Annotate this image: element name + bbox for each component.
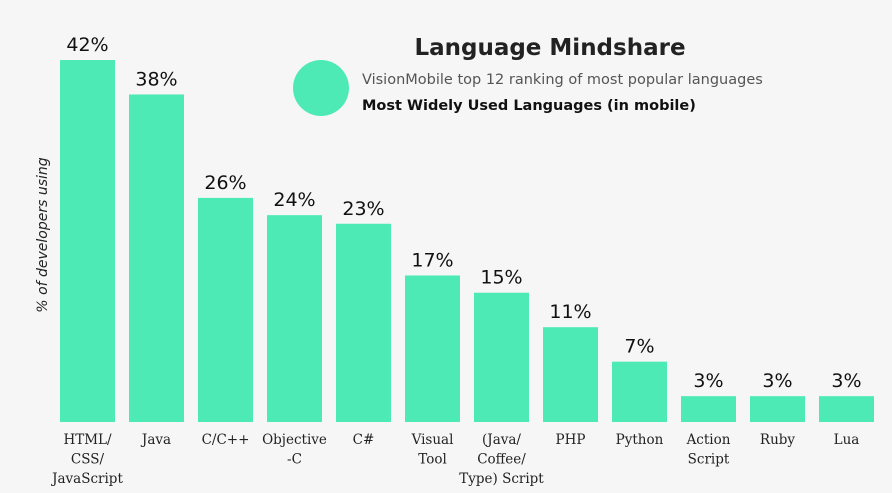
category-label: C/C++ bbox=[202, 432, 250, 448]
category-label: Java bbox=[140, 432, 171, 448]
category-label: Visual bbox=[411, 432, 454, 448]
legend-entry-ranking: VisionMobile top 12 ranking of most popu… bbox=[362, 72, 763, 88]
value-label: 3% bbox=[762, 370, 792, 392]
category-label: Type) Script bbox=[459, 471, 544, 487]
category-label: Ruby bbox=[760, 432, 796, 448]
category-label: C# bbox=[353, 432, 375, 448]
value-label: 38% bbox=[135, 68, 177, 90]
category-label: Coffee/ bbox=[477, 452, 526, 468]
value-label: 7% bbox=[624, 336, 654, 358]
bar bbox=[474, 292, 529, 422]
value-label: 42% bbox=[66, 34, 108, 56]
category-label: Action bbox=[686, 432, 731, 448]
bar bbox=[129, 94, 184, 422]
category-label: Tool bbox=[418, 452, 447, 468]
value-label: 3% bbox=[831, 370, 861, 392]
category-label: (Java/ bbox=[482, 432, 521, 448]
bar bbox=[60, 60, 115, 422]
bar bbox=[819, 396, 874, 422]
bars-group bbox=[60, 60, 874, 422]
bar bbox=[681, 396, 736, 422]
value-label: 24% bbox=[273, 189, 315, 211]
category-label: HTML/ bbox=[63, 432, 112, 448]
bar bbox=[198, 197, 253, 422]
category-label: CSS/ bbox=[71, 452, 105, 468]
legend-entry-most-used: Most Widely Used Languages (in mobile) bbox=[362, 98, 696, 114]
category-label: -C bbox=[287, 452, 302, 468]
bar bbox=[405, 275, 460, 422]
bar bbox=[612, 361, 667, 422]
y-axis-label: % of developers using bbox=[35, 157, 51, 312]
bar bbox=[543, 327, 598, 422]
value-label: 23% bbox=[342, 198, 384, 220]
category-label: Script bbox=[688, 452, 730, 468]
bar bbox=[750, 396, 805, 422]
value-label: 3% bbox=[693, 370, 723, 392]
category-label: Python bbox=[616, 432, 664, 448]
value-label: 17% bbox=[411, 249, 453, 271]
legend-swatch bbox=[293, 60, 349, 116]
category-label: JavaScript bbox=[50, 471, 123, 487]
category-labels-group: HTML/CSS/JavaScript Java C/C++ Objective -C C… bbox=[50, 432, 859, 487]
value-label: 11% bbox=[549, 301, 591, 323]
category-label: Lua bbox=[834, 432, 860, 448]
value-labels-group: 42% 38% 26% 24% 23% 17% 15% 11% 7% 3% 3% 3% bbox=[66, 34, 861, 392]
bar bbox=[336, 223, 391, 422]
chart-title: Language Mindshare bbox=[414, 35, 685, 61]
category-label: Objective bbox=[262, 432, 327, 448]
category-label: PHP bbox=[556, 432, 586, 448]
value-label: 26% bbox=[204, 172, 246, 194]
value-label: 15% bbox=[480, 267, 522, 289]
bar bbox=[267, 215, 322, 422]
